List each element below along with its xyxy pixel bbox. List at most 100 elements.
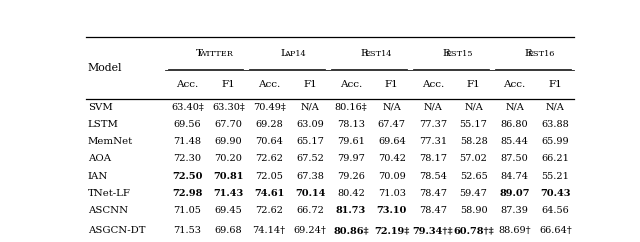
Text: R: R <box>360 49 368 58</box>
Text: EST15: EST15 <box>446 50 474 58</box>
Text: LSTM: LSTM <box>88 120 119 129</box>
Text: 87.39: 87.39 <box>500 206 529 215</box>
Text: 67.70: 67.70 <box>214 120 242 129</box>
Text: 70.09: 70.09 <box>378 172 406 181</box>
Text: F1: F1 <box>303 80 317 89</box>
Text: 63.88: 63.88 <box>541 120 569 129</box>
Text: F1: F1 <box>467 80 481 89</box>
Text: 78.47: 78.47 <box>419 189 447 198</box>
Text: 69.56: 69.56 <box>173 120 201 129</box>
Text: 72.62: 72.62 <box>255 206 283 215</box>
Text: 72.30: 72.30 <box>173 154 202 163</box>
Text: Model: Model <box>88 63 122 73</box>
Text: 52.65: 52.65 <box>460 172 488 181</box>
Text: MemNet: MemNet <box>88 137 133 146</box>
Text: 70.43: 70.43 <box>540 189 571 198</box>
Text: Acc.: Acc. <box>258 80 280 89</box>
Text: 70.64: 70.64 <box>255 137 283 146</box>
Text: 70.42: 70.42 <box>378 154 406 163</box>
Text: 89.07: 89.07 <box>499 189 530 198</box>
Text: IAN: IAN <box>88 172 108 181</box>
Text: 58.28: 58.28 <box>460 137 488 146</box>
Text: 70.81: 70.81 <box>213 172 243 181</box>
Text: Acc.: Acc. <box>422 80 444 89</box>
Text: R: R <box>442 49 450 58</box>
Text: 79.61: 79.61 <box>337 137 365 146</box>
Text: 66.72: 66.72 <box>296 206 324 215</box>
Text: 77.31: 77.31 <box>419 137 447 146</box>
Text: 55.21: 55.21 <box>541 172 570 181</box>
Text: 57.02: 57.02 <box>460 154 488 163</box>
Text: N/A: N/A <box>423 103 442 112</box>
Text: 70.14: 70.14 <box>295 189 325 198</box>
Text: 78.54: 78.54 <box>419 172 447 181</box>
Text: 69.90: 69.90 <box>214 137 242 146</box>
Text: 79.34†‡: 79.34†‡ <box>412 226 453 235</box>
Text: 69.45: 69.45 <box>214 206 242 215</box>
Text: 86.80: 86.80 <box>500 120 528 129</box>
Text: Acc.: Acc. <box>340 80 362 89</box>
Text: 70.20: 70.20 <box>214 154 242 163</box>
Text: Acc.: Acc. <box>503 80 525 89</box>
Text: 80.16‡: 80.16‡ <box>335 103 367 112</box>
Text: N/A: N/A <box>301 103 319 112</box>
Text: 71.05: 71.05 <box>173 206 202 215</box>
Text: N/A: N/A <box>505 103 524 112</box>
Text: 65.17: 65.17 <box>296 137 324 146</box>
Text: F1: F1 <box>548 80 562 89</box>
Text: EST16: EST16 <box>527 50 555 58</box>
Text: 78.13: 78.13 <box>337 120 365 129</box>
Text: T: T <box>196 49 203 58</box>
Text: 74.61: 74.61 <box>254 189 284 198</box>
Text: 67.52: 67.52 <box>296 154 324 163</box>
Text: 81.73: 81.73 <box>336 206 366 215</box>
Text: N/A: N/A <box>546 103 564 112</box>
Text: 67.47: 67.47 <box>378 120 406 129</box>
Text: 64.56: 64.56 <box>541 206 569 215</box>
Text: 69.28: 69.28 <box>255 120 283 129</box>
Text: 59.47: 59.47 <box>460 189 488 198</box>
Text: 80.86‡: 80.86‡ <box>333 226 369 235</box>
Text: 67.38: 67.38 <box>296 172 324 181</box>
Text: 65.99: 65.99 <box>541 137 569 146</box>
Text: 79.97: 79.97 <box>337 154 365 163</box>
Text: 88.69†: 88.69† <box>498 226 531 235</box>
Text: 69.68: 69.68 <box>214 226 242 235</box>
Text: 72.62: 72.62 <box>255 154 283 163</box>
Text: 72.50: 72.50 <box>172 172 203 181</box>
Text: 78.17: 78.17 <box>419 154 447 163</box>
Text: 87.50: 87.50 <box>500 154 529 163</box>
Text: AP14: AP14 <box>284 50 305 58</box>
Text: 84.74: 84.74 <box>500 172 529 181</box>
Text: 72.98: 72.98 <box>172 189 203 198</box>
Text: 78.47: 78.47 <box>419 206 447 215</box>
Text: 71.03: 71.03 <box>378 189 406 198</box>
Text: 63.09: 63.09 <box>296 120 324 129</box>
Text: 60.78†‡: 60.78†‡ <box>453 226 494 235</box>
Text: EST14: EST14 <box>364 50 392 58</box>
Text: ASCNN: ASCNN <box>88 206 128 215</box>
Text: 71.48: 71.48 <box>173 137 202 146</box>
Text: 72.19‡: 72.19‡ <box>374 226 410 235</box>
Text: 80.42: 80.42 <box>337 189 365 198</box>
Text: SVM: SVM <box>88 103 113 112</box>
Text: 71.43: 71.43 <box>213 189 243 198</box>
Text: 58.90: 58.90 <box>460 206 488 215</box>
Text: WITTER: WITTER <box>199 50 234 58</box>
Text: 71.53: 71.53 <box>173 226 202 235</box>
Text: 72.05: 72.05 <box>255 172 283 181</box>
Text: 70.49‡: 70.49‡ <box>253 103 285 112</box>
Text: L: L <box>280 49 287 58</box>
Text: 63.30‡: 63.30‡ <box>212 103 244 112</box>
Text: F1: F1 <box>221 80 235 89</box>
Text: 55.17: 55.17 <box>460 120 488 129</box>
Text: Acc.: Acc. <box>176 80 198 89</box>
Text: TNet-LF: TNet-LF <box>88 189 131 198</box>
Text: 69.24†: 69.24† <box>294 226 326 235</box>
Text: 66.21: 66.21 <box>541 154 570 163</box>
Text: 63.40‡: 63.40‡ <box>171 103 204 112</box>
Text: R: R <box>524 49 532 58</box>
Text: 77.37: 77.37 <box>419 120 447 129</box>
Text: 74.14†: 74.14† <box>253 226 285 235</box>
Text: F1: F1 <box>385 80 399 89</box>
